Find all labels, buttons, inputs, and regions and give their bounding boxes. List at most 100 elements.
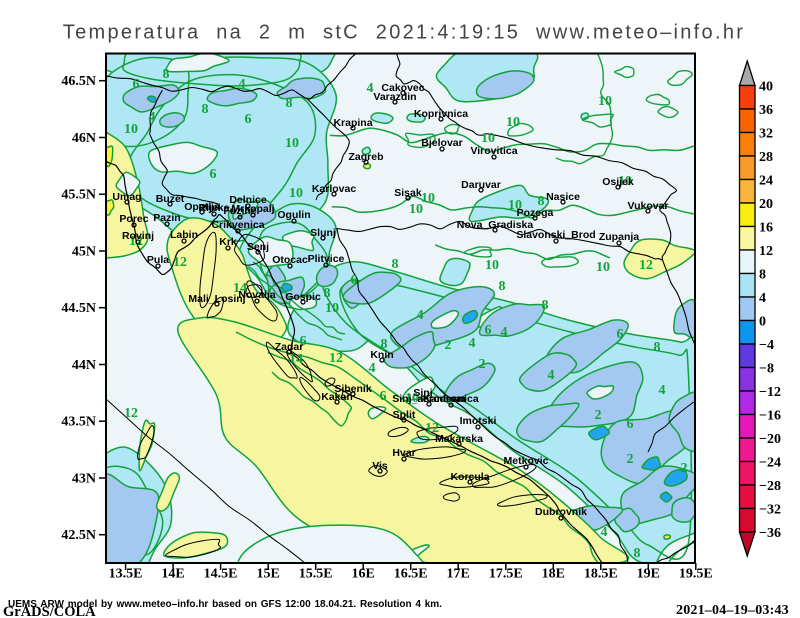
svg-text:−12: −12 [759,385,781,400]
svg-text:43.5N: 43.5N [61,415,96,430]
svg-text:10: 10 [618,174,632,189]
svg-text:2021–04–19–03:43: 2021–04–19–03:43 [676,603,789,618]
svg-text:46.5N: 46.5N [61,74,96,89]
svg-text:4: 4 [239,77,246,92]
svg-text:Sibenik: Sibenik [334,383,372,395]
svg-text:Hvar: Hvar [392,447,415,459]
svg-text:6: 6 [133,77,140,92]
svg-text:10: 10 [596,260,610,275]
svg-text:Rovinj: Rovinj [122,230,154,242]
svg-text:Zadar: Zadar [275,341,304,353]
svg-text:14.5E: 14.5E [204,567,238,582]
svg-text:8: 8 [499,279,506,294]
svg-text:4: 4 [659,383,666,398]
svg-text:8: 8 [202,102,209,117]
svg-text:Senj: Senj [247,241,269,253]
svg-text:Daruvar: Daruvar [461,179,501,191]
svg-text:Otocac: Otocac [272,254,308,266]
svg-text:Zupanja: Zupanja [599,231,639,243]
svg-text:45.5N: 45.5N [61,188,96,203]
svg-text:Varazdin: Varazdin [373,91,416,103]
svg-text:10: 10 [409,202,423,217]
svg-text:6: 6 [627,417,634,432]
svg-text:Makarska: Makarska [435,433,483,445]
svg-text:Pozega: Pozega [517,207,554,219]
svg-text:8: 8 [392,257,399,272]
svg-text:12: 12 [759,244,773,259]
svg-text:Sinj_aerodrom: Sinj_aerodrom [392,393,466,405]
svg-text:10: 10 [485,258,499,273]
svg-text:Krapina: Krapina [333,117,372,129]
svg-text:4: 4 [149,110,156,125]
svg-text:0: 0 [759,315,766,330]
svg-text:8: 8 [286,96,293,111]
svg-text:6: 6 [617,327,624,342]
svg-text:17.5E: 17.5E [489,567,523,582]
svg-text:−32: −32 [759,503,781,518]
svg-text:Knin: Knin [370,349,393,361]
svg-text:Crikvenica: Crikvenica [211,219,264,231]
svg-text:20: 20 [759,197,773,212]
svg-text:Vukovar: Vukovar [627,200,668,212]
svg-text:4: 4 [417,308,424,323]
svg-text:18E: 18E [542,567,565,582]
svg-text:16: 16 [759,221,773,236]
svg-text:Porec: Porec [119,213,148,225]
svg-text:10: 10 [481,131,495,146]
svg-text:6: 6 [210,167,217,182]
svg-text:46N: 46N [72,131,96,146]
svg-text:−16: −16 [759,409,781,424]
svg-text:19E: 19E [637,567,660,582]
svg-text:10: 10 [325,301,339,316]
svg-text:12: 12 [639,258,653,273]
svg-text:Bjelovar: Bjelovar [421,137,462,149]
svg-text:40: 40 [759,80,773,95]
svg-text:UEMS ARW model by www.meteo–in: UEMS ARW model by www.meteo–info.hr base… [8,599,442,610]
svg-text:8: 8 [538,194,545,209]
svg-text:16.5E: 16.5E [394,567,428,582]
svg-text:Rijeka: Rijeka [199,202,230,214]
svg-text:Opatija: Opatija [184,201,220,213]
svg-text:10: 10 [405,391,419,406]
svg-text:10: 10 [285,136,299,151]
svg-text:32: 32 [759,127,773,142]
svg-text:10: 10 [124,122,138,137]
svg-text:Zagreb: Zagreb [348,151,383,163]
svg-text:Mali_Losinj: Mali_Losinj [188,293,245,305]
svg-text:Gospic: Gospic [285,291,321,303]
svg-text:Kamesnica: Kamesnica [423,393,479,405]
svg-text:4: 4 [759,291,766,306]
svg-text:14: 14 [289,352,303,367]
svg-text:Buzet: Buzet [156,193,185,205]
svg-text:4: 4 [367,81,374,96]
svg-text:43N: 43N [72,472,96,487]
svg-text:−4: −4 [759,338,774,353]
svg-text:Umag: Umag [112,191,141,203]
svg-text:Krk: Krk [219,236,237,248]
svg-text:4: 4 [601,525,608,540]
svg-text:Sinj: Sinj [413,387,432,399]
svg-text:6: 6 [245,112,252,127]
svg-text:18.5E: 18.5E [584,567,618,582]
svg-text:12: 12 [329,351,343,366]
svg-text:8: 8 [759,268,766,283]
svg-text:Nova_Gradiska: Nova_Gradiska [457,219,534,231]
svg-text:6: 6 [380,389,387,404]
svg-text:10: 10 [421,191,435,206]
svg-text:2: 2 [681,461,688,476]
svg-text:14: 14 [233,281,247,296]
svg-text:10: 10 [289,186,303,201]
svg-text:19.5E: 19.5E [679,567,713,582]
svg-text:44N: 44N [72,358,96,373]
svg-text:Kakan: Kakan [321,391,353,403]
svg-text:4: 4 [369,361,376,376]
svg-text:Virovitica: Virovitica [470,145,517,157]
svg-text:Korcula: Korcula [450,471,489,483]
svg-text:12: 12 [425,421,439,436]
svg-text:24: 24 [759,174,773,189]
svg-text:Imotski: Imotski [460,415,497,427]
svg-text:42.5N: 42.5N [61,528,96,543]
svg-text:4: 4 [469,336,476,351]
svg-text:Split: Split [393,409,416,421]
svg-text:8: 8 [163,67,170,82]
